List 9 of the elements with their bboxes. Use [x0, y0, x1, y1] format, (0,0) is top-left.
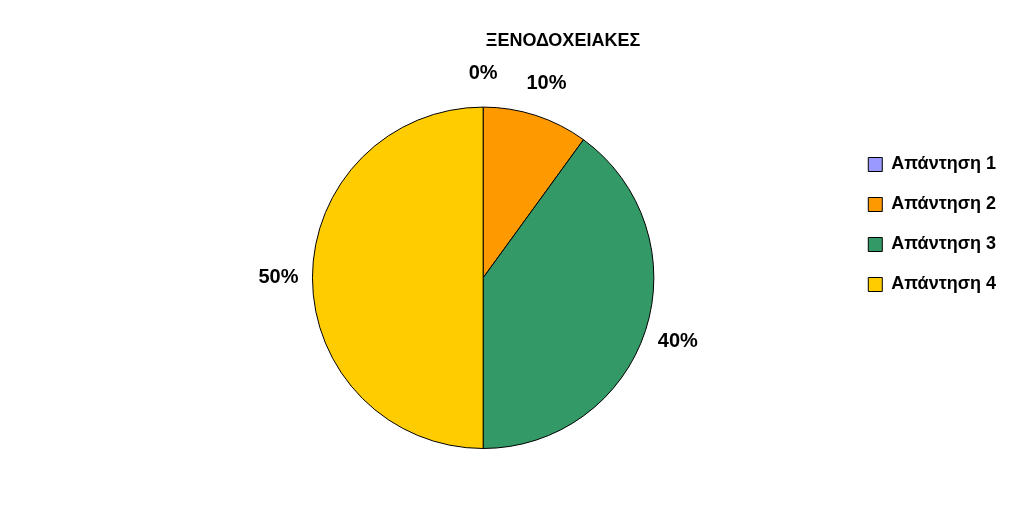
legend-label: Απάντηση 3 [891, 233, 997, 254]
legend-label: Απάντηση 1 [891, 153, 997, 174]
legend-label: Απάντηση 2 [891, 193, 997, 214]
chart-title: ΞΕΝΟΔΟΧΕΙΑΚΕΣ [485, 29, 641, 50]
text: 0% [468, 60, 498, 83]
data-label: 50% [258, 265, 299, 288]
data-label: 40% [657, 328, 699, 351]
data-label: 10% [526, 70, 567, 93]
legend-label: Απάντηση 4 [891, 273, 997, 294]
